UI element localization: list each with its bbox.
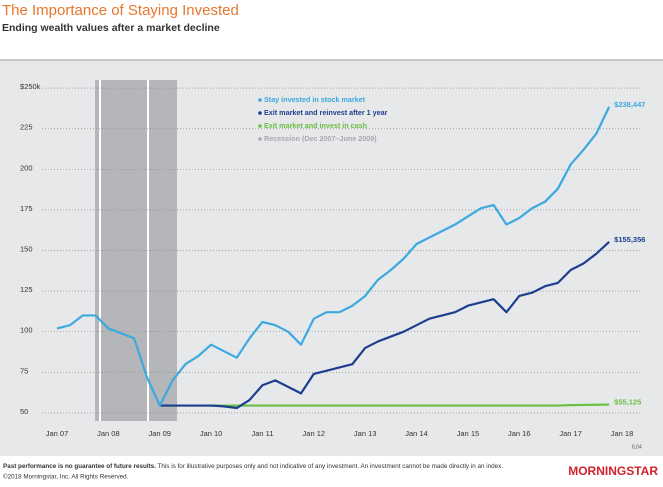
end-value-label: $55,125 — [614, 398, 641, 407]
x-tick-label: Jan 11 — [251, 429, 273, 438]
x-tick-label: Jan 07 — [46, 429, 69, 438]
x-tick-label: Jan 08 — [97, 429, 120, 438]
legend-label: Exit market and reinvest after 1 year — [264, 108, 388, 117]
copyright: ©2018 Morningstar, Inc. All Rights Reser… — [3, 473, 129, 481]
x-tick-label: Jan 10 — [200, 429, 223, 438]
x-tick-label: Jan 16 — [508, 429, 531, 438]
disclaimer-text: This is for illustrative purposes only a… — [156, 463, 503, 470]
y-tick-label: 175 — [20, 204, 33, 213]
x-tick-label: Jan 17 — [559, 429, 582, 438]
x-tick-label: Jan 12 — [303, 429, 326, 438]
legend-marker — [258, 137, 262, 141]
y-tick-label: 50 — [20, 407, 28, 416]
legend-marker — [258, 98, 262, 102]
y-tick-label: 100 — [20, 326, 33, 335]
legend-marker — [258, 111, 262, 115]
chart-title: The Importance of Staying Invested — [2, 2, 239, 19]
y-tick-label: 225 — [20, 123, 33, 132]
y-tick-label: 125 — [20, 285, 33, 294]
end-value-label: $238,447 — [614, 100, 645, 109]
x-tick-label: Jan 13 — [354, 429, 377, 438]
y-tick-label: 200 — [20, 163, 33, 172]
end-value-label: $155,356 — [614, 235, 645, 244]
series-line — [56, 106, 611, 407]
disclaimer-bold: Past performance is no guarantee of futu… — [3, 463, 156, 470]
legend-marker — [258, 124, 262, 128]
x-tick-label: Jan 18 — [611, 429, 634, 438]
chart-code: IL04 — [632, 444, 642, 450]
chart-subtitle: Ending wealth values after a market decl… — [2, 22, 220, 34]
legend-label: Recession (Dec 2007–June 2009) — [264, 134, 377, 143]
x-tick-label: Jan 09 — [148, 429, 171, 438]
series-line — [159, 240, 610, 410]
legend-label: Exit market and invest in cash — [264, 121, 367, 130]
y-tick-label: 150 — [20, 244, 33, 253]
y-tick-label: $250k — [20, 82, 41, 91]
disclaimer: Past performance is no guarantee of futu… — [3, 463, 503, 470]
x-tick-label: Jan 14 — [405, 429, 428, 438]
legend-label: Stay invested in stock market — [264, 95, 366, 104]
x-tick-label: Jan 15 — [457, 429, 480, 438]
series-line — [159, 403, 610, 407]
logo: MORNINGSTAR — [568, 464, 658, 478]
y-tick-label: 75 — [20, 366, 28, 375]
